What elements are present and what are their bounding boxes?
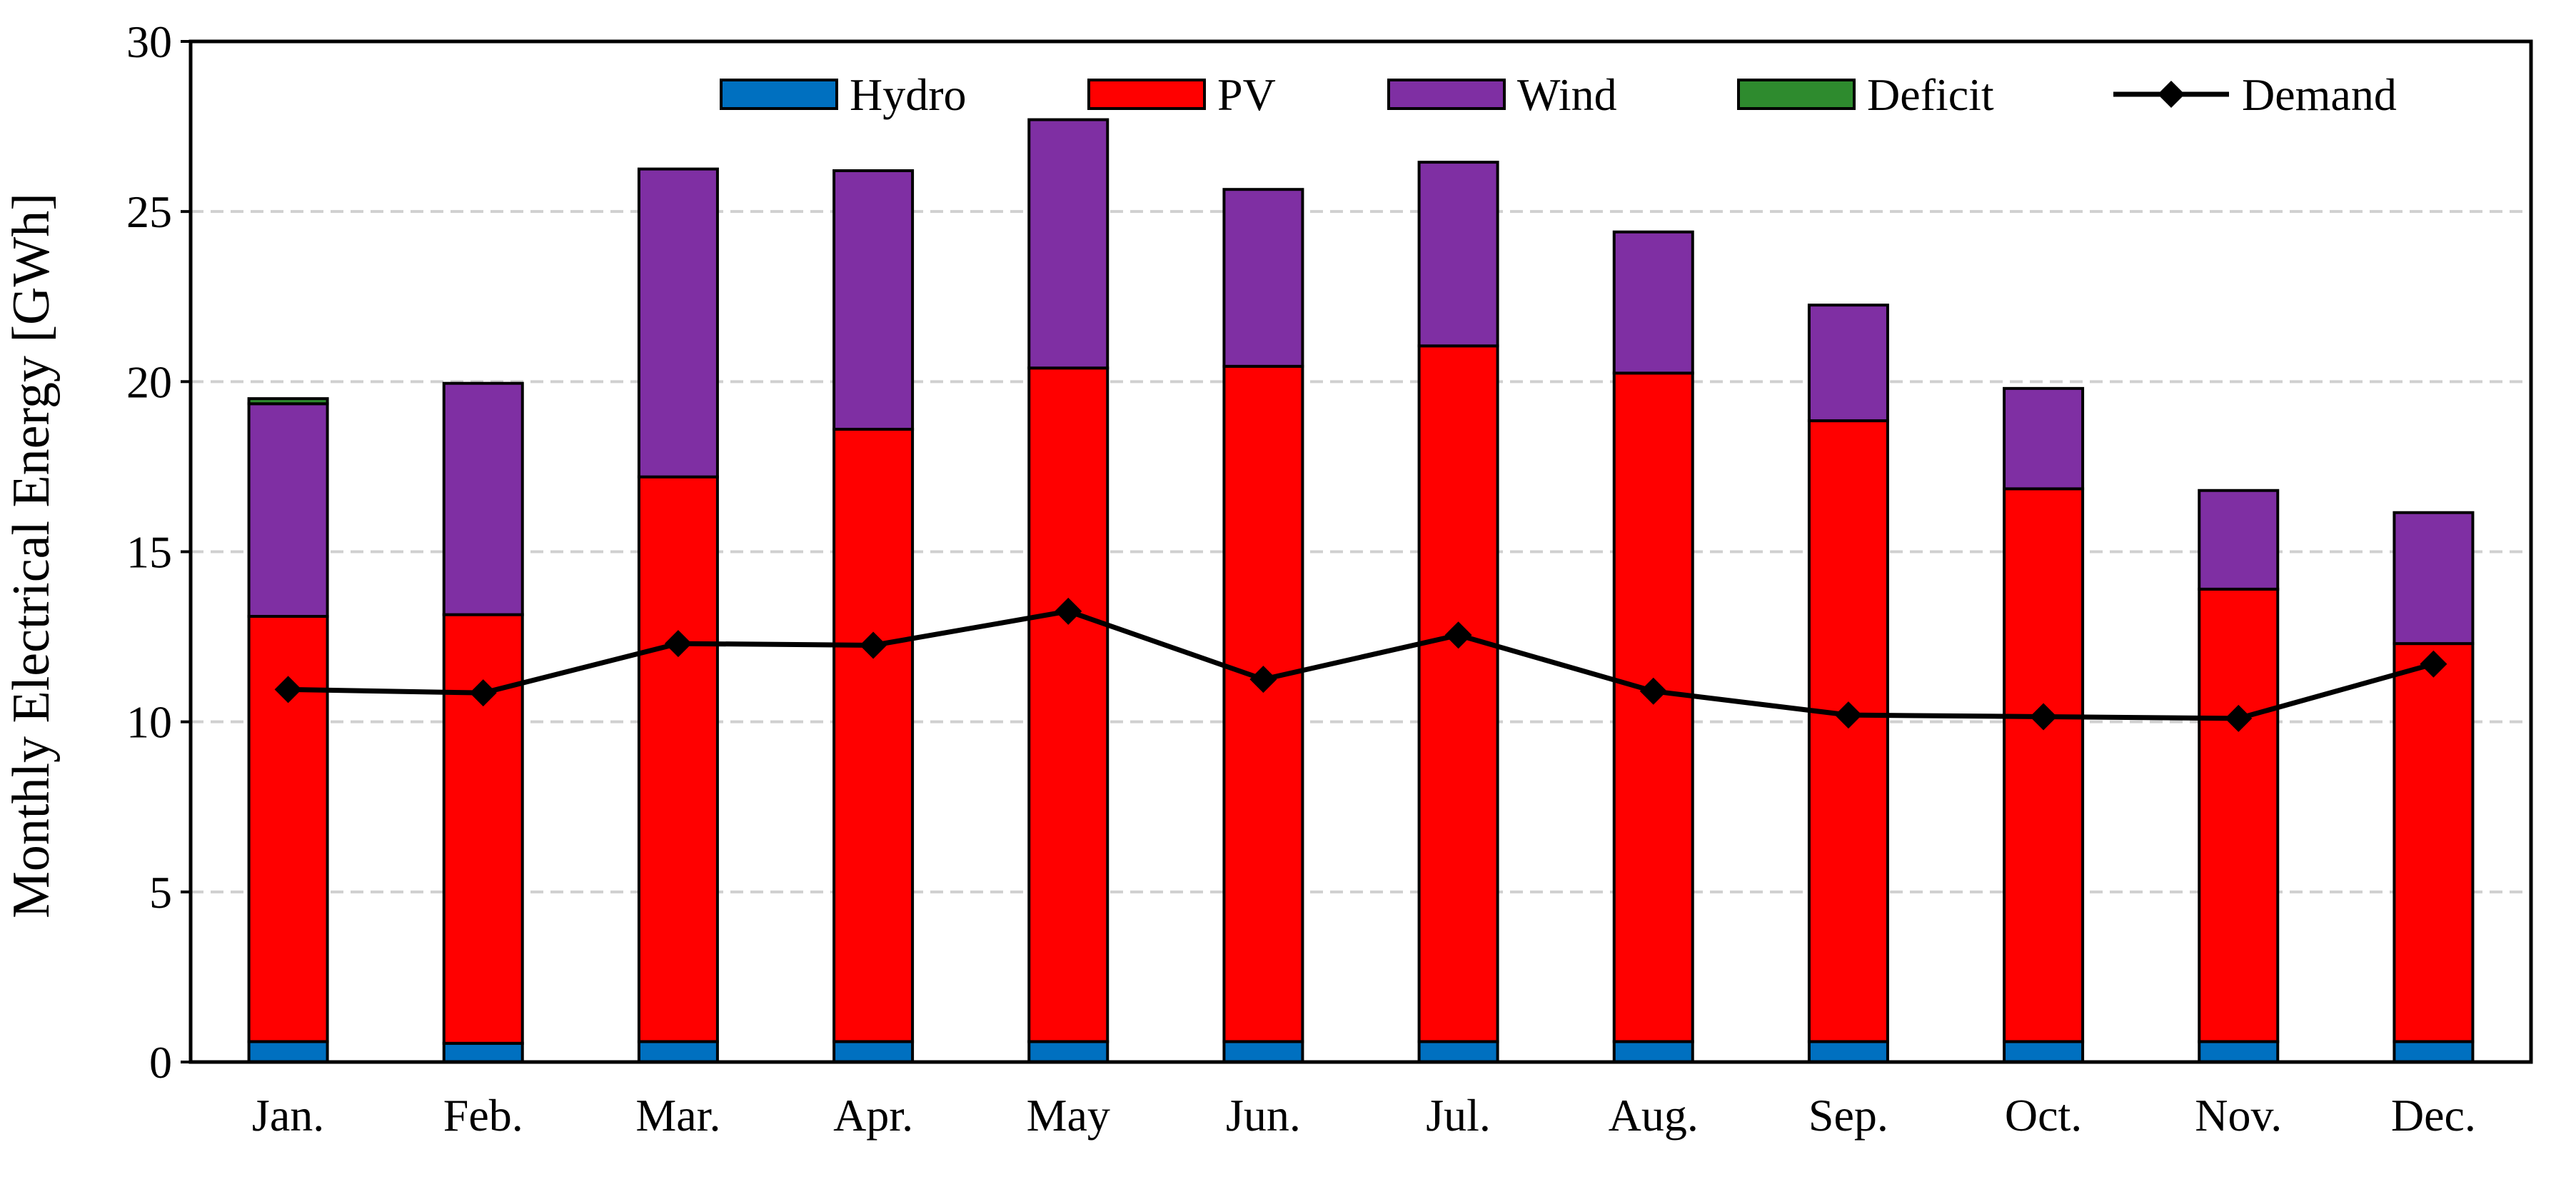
x-tick-label: May bbox=[1027, 1090, 1110, 1141]
demand-marker bbox=[1834, 701, 1862, 729]
bar-segment-wind bbox=[637, 167, 719, 479]
bar-segment-pv bbox=[832, 428, 915, 1043]
x-axis: Jan. Feb. Mar. Apr. May Jun. Jul. Aug. Sep. Oct. N… bbox=[252, 1090, 2476, 1141]
x-tick-label: Sep. bbox=[1808, 1090, 1888, 1141]
y-tick-label: 0 bbox=[149, 1037, 172, 1088]
bar-segment-hydro bbox=[1807, 1040, 1889, 1064]
bar-segment-hydro bbox=[2393, 1040, 2475, 1064]
bar-segment-hydro bbox=[2198, 1040, 2280, 1064]
bar-segment-wind bbox=[1417, 161, 1499, 348]
bar-segment-pv bbox=[1807, 419, 1889, 1043]
bar-segment-hydro bbox=[1222, 1040, 1304, 1064]
bar-segment-deficit bbox=[247, 397, 329, 406]
y-tick-label: 30 bbox=[126, 16, 172, 67]
y-tick-label: 25 bbox=[126, 186, 172, 237]
bar-segment-pv bbox=[1612, 371, 1694, 1043]
grid-lines bbox=[191, 210, 2531, 893]
bar-segment-wind bbox=[1612, 230, 1694, 375]
bar-segment-wind bbox=[2393, 511, 2475, 646]
bar-segment-pv bbox=[1027, 366, 1110, 1043]
bar-segment-pv bbox=[1222, 364, 1304, 1043]
demand-line-series bbox=[274, 597, 2447, 732]
bar-segment-wind bbox=[832, 169, 915, 431]
bar-segment-pv bbox=[637, 475, 719, 1043]
demand-marker bbox=[2225, 704, 2253, 732]
legend-label: Deficit bbox=[1867, 69, 1994, 120]
legend-label: Demand bbox=[2242, 69, 2397, 120]
bar-segment-pv bbox=[2393, 642, 2475, 1043]
y-tick-label: 20 bbox=[126, 356, 172, 407]
x-tick-label: Nov. bbox=[2195, 1090, 2282, 1141]
x-tick-label: Jul. bbox=[1426, 1090, 1491, 1141]
legend-swatch bbox=[1087, 79, 1206, 110]
bar-segment-wind bbox=[2198, 489, 2280, 591]
legend-marker bbox=[2158, 81, 2185, 108]
y-tick-label: 10 bbox=[126, 697, 172, 748]
bar-segment-wind bbox=[1027, 118, 1110, 370]
x-tick-label: Jun. bbox=[1226, 1090, 1301, 1141]
x-tick-label: Mar. bbox=[635, 1090, 720, 1141]
legend-item-deficit: Deficit bbox=[1737, 69, 1994, 120]
demand-marker bbox=[2420, 650, 2447, 678]
demand-line bbox=[288, 608, 2435, 721]
bar-segment-wind bbox=[1807, 304, 1889, 423]
x-tick-label: Feb. bbox=[443, 1090, 523, 1141]
bar-segment-wind bbox=[247, 402, 329, 618]
legend-item-pv: PV bbox=[1087, 69, 1276, 120]
bar-segment-pv bbox=[442, 613, 524, 1045]
demand-marker bbox=[1444, 621, 1472, 649]
bar-segment-hydro bbox=[1417, 1040, 1499, 1064]
demand-marker bbox=[664, 630, 692, 658]
bar-segment-wind bbox=[442, 381, 524, 616]
y-tick-label: 15 bbox=[126, 527, 172, 578]
legend-item-wind: Wind bbox=[1387, 69, 1617, 120]
bar-segment-hydro bbox=[442, 1041, 524, 1063]
bar-segment-hydro bbox=[2003, 1040, 2085, 1064]
legend-swatch bbox=[1737, 79, 1856, 110]
demand-marker bbox=[860, 631, 887, 659]
legend-item-demand: Demand bbox=[2113, 69, 2397, 120]
bar-segment-pv bbox=[2198, 587, 2280, 1043]
bar-segment-hydro bbox=[1027, 1040, 1110, 1064]
y-axis-title: Monthly Electrical Energy [GWh] bbox=[2, 193, 61, 918]
bars bbox=[247, 118, 2475, 1064]
y-tick-label: 5 bbox=[149, 867, 172, 918]
bar-segment-wind bbox=[2003, 386, 2085, 491]
legend-label: Wind bbox=[1517, 69, 1617, 120]
legend-swatch bbox=[720, 79, 838, 110]
bar-segment-pv bbox=[1417, 344, 1499, 1043]
x-tick-label: Jan. bbox=[252, 1090, 324, 1141]
bar-segment-hydro bbox=[247, 1040, 329, 1064]
x-tick-label: Dec. bbox=[2391, 1090, 2476, 1141]
x-tick-label: Apr. bbox=[833, 1090, 913, 1141]
demand-marker bbox=[2030, 703, 2058, 731]
legend: Hydro PV Wind Deficit Demand bbox=[720, 69, 2397, 120]
bar-segment-hydro bbox=[1612, 1040, 1694, 1064]
bar-segment-wind bbox=[1222, 188, 1304, 368]
bar-segment-pv bbox=[2003, 487, 2085, 1043]
demand-marker bbox=[1639, 677, 1667, 705]
demand-marker bbox=[274, 676, 302, 703]
demand-marker bbox=[1055, 597, 1082, 625]
demand-marker bbox=[1249, 666, 1277, 693]
bar-segment-hydro bbox=[832, 1040, 915, 1064]
legend-label: PV bbox=[1217, 69, 1276, 120]
legend-label: Hydro bbox=[850, 69, 967, 120]
x-tick-label: Oct. bbox=[2005, 1090, 2082, 1141]
demand-marker bbox=[469, 679, 497, 707]
bar-segment-hydro bbox=[637, 1040, 719, 1064]
x-tick-label: Aug. bbox=[1609, 1090, 1699, 1141]
legend-swatch bbox=[1387, 79, 1506, 110]
y-axis: 0 5 10 15 20 25 30 bbox=[126, 16, 191, 1088]
legend-item-hydro: Hydro bbox=[720, 69, 967, 120]
